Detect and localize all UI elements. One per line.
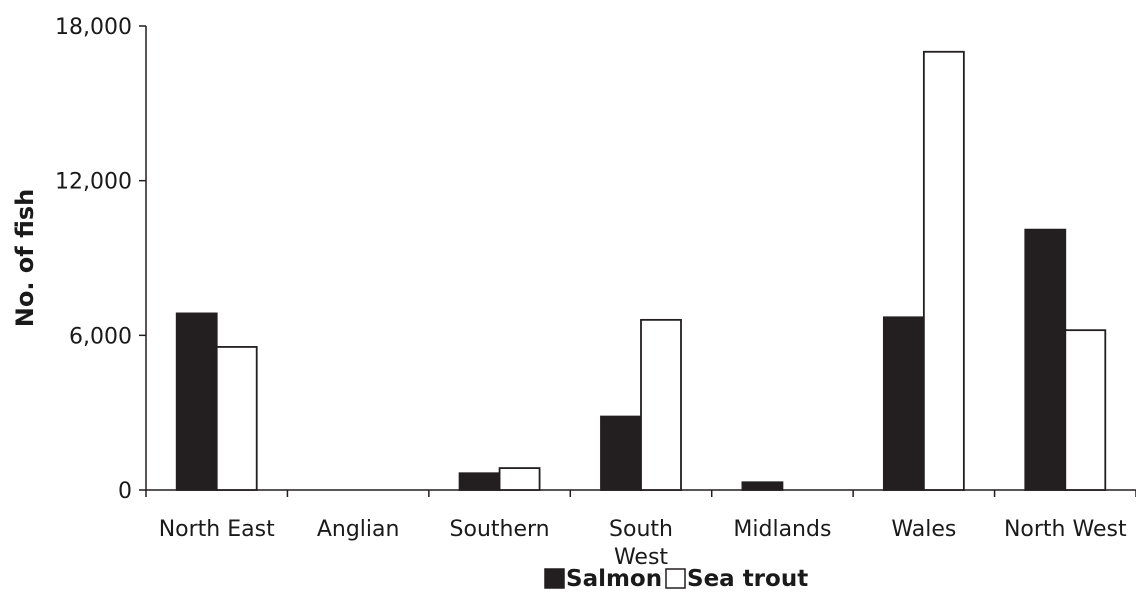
salmon-bar-midlands (741, 481, 784, 491)
x-category-label: Midlands (733, 517, 831, 542)
y-axis: 0 6,000 12,000 18,000 (55, 15, 147, 504)
salmon-bar-north-west (1024, 228, 1067, 491)
salmon-bar-southern (458, 472, 501, 491)
x-axis: North East Anglian Southern South West Midlan… (145, 489, 1136, 570)
x-category-label: South West (609, 517, 673, 570)
salmon-bar-wales (882, 316, 925, 491)
salmon-bar-north-east (175, 312, 218, 491)
y-tick-label: 6,000 (69, 324, 132, 349)
y-tick-label: 0 (118, 479, 132, 504)
salmon-bar-south-west (600, 415, 642, 491)
y-tick-label: 12,000 (55, 170, 132, 195)
sea-trout-bar-wales (922, 50, 965, 491)
x-category-label: North East (159, 517, 275, 542)
legend-swatch-salmon (544, 568, 565, 589)
sea-trout-bar-north-west (1064, 329, 1107, 491)
y-tick-label: 18,000 (55, 15, 132, 40)
sea-trout-bar-south-west (640, 318, 682, 491)
x-category-label: Southern (450, 517, 550, 542)
sea-trout-bar-southern (498, 467, 541, 491)
x-category-label: North West (1004, 517, 1127, 542)
x-category-label: Anglian (317, 517, 400, 542)
legend-swatch-sea-trout (665, 568, 686, 589)
legend-label-salmon: Salmon (566, 566, 662, 592)
bars (175, 50, 1107, 491)
y-axis-title: No. of fish (11, 189, 39, 328)
x-category-label: Wales (891, 517, 956, 542)
legend-label-sea-trout: Sea trout (687, 566, 808, 592)
legend: Salmon Sea trout (544, 566, 808, 592)
sea-trout-bar-north-east (215, 346, 258, 491)
